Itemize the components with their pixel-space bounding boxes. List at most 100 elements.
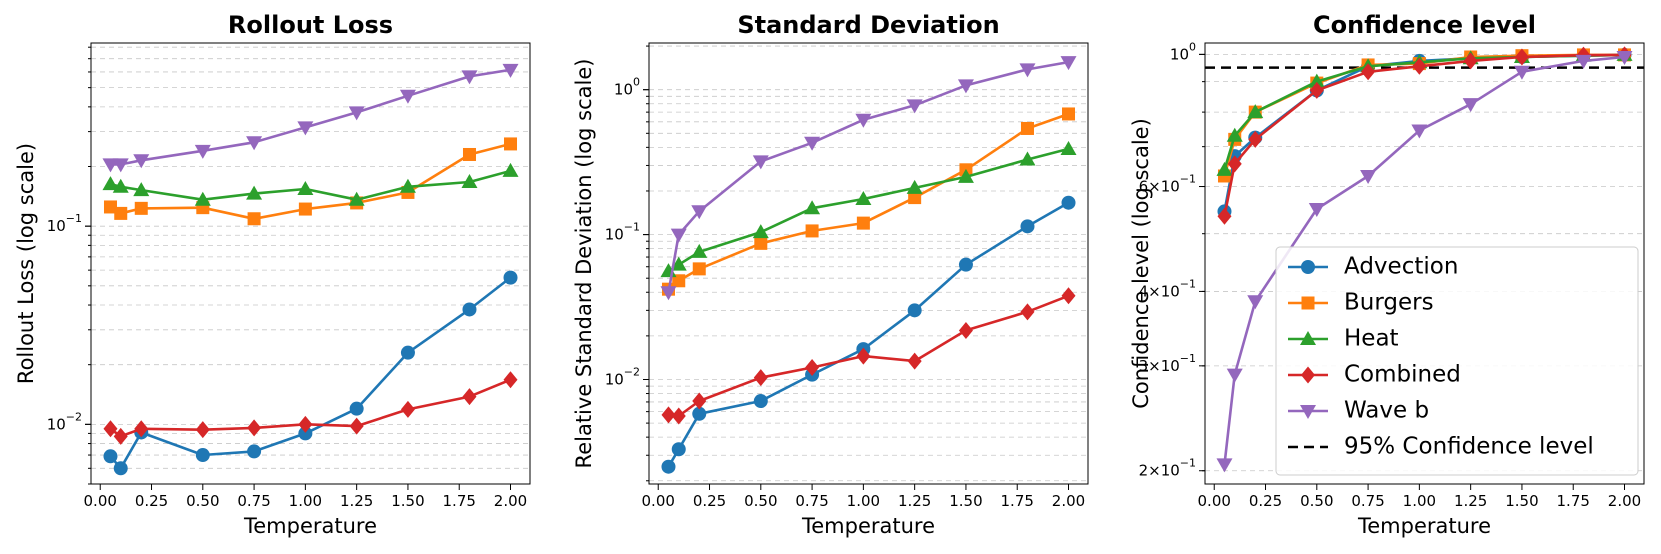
y-tick-label-base: 10 bbox=[614, 80, 633, 98]
data-point-combined bbox=[134, 420, 149, 438]
data-point-advection bbox=[349, 401, 364, 416]
data-point-advection bbox=[753, 394, 768, 409]
legend: Advection Burgers Heat Combined Wave b 95% Co… bbox=[1275, 246, 1639, 476]
data-point-wave-b bbox=[957, 79, 974, 94]
y-tick-label-exponent: −1 bbox=[624, 221, 640, 234]
data-point-wave-b bbox=[660, 286, 677, 301]
series-line-burgers bbox=[667, 112, 1069, 291]
y-tick-label-exponent: −1 bbox=[1180, 173, 1196, 186]
data-point-burgers bbox=[754, 236, 768, 250]
x-tick-label: 1.50 bbox=[391, 492, 424, 510]
data-point-advection bbox=[103, 449, 118, 464]
data-point-heat bbox=[246, 185, 263, 200]
data-point-wave-b bbox=[1247, 295, 1264, 310]
x-tick-label: 1.75 bbox=[1001, 492, 1034, 510]
gridlines bbox=[85, 46, 530, 485]
y-tick-label: 4×10−1 bbox=[1139, 277, 1196, 300]
data-point-heat bbox=[906, 179, 923, 194]
plot-frame bbox=[90, 42, 531, 485]
data-point-wave-b bbox=[399, 89, 416, 104]
legend-item-burgers: Burgers bbox=[1288, 290, 1434, 316]
plot-frame bbox=[1204, 42, 1645, 485]
data-point-wave-b bbox=[855, 113, 872, 128]
series-advection bbox=[1217, 47, 1632, 219]
data-point-combined bbox=[1463, 52, 1478, 70]
data-point-combined bbox=[692, 392, 707, 410]
x-tick-label: 0.50 bbox=[186, 492, 219, 510]
x-axis-label: Temperature bbox=[1357, 514, 1491, 538]
series-advection bbox=[103, 270, 518, 476]
legend-label: 95% Confidence level bbox=[1344, 434, 1594, 460]
data-point-heat bbox=[297, 181, 314, 196]
legend-swatch-marker bbox=[1301, 296, 1315, 310]
data-point-heat bbox=[112, 178, 129, 193]
data-point-burgers bbox=[114, 206, 128, 220]
x-tick-label: 1.50 bbox=[949, 492, 982, 510]
data-point-advection bbox=[671, 442, 686, 457]
y-tick-label-exponent: −2 bbox=[624, 365, 640, 378]
x-tick-label: 1.25 bbox=[340, 492, 373, 510]
data-point-advection bbox=[1020, 219, 1035, 234]
x-tick-label: 0.00 bbox=[1198, 492, 1231, 510]
x-tick-label: 0.00 bbox=[642, 492, 675, 510]
x-tick-label: 0.75 bbox=[237, 492, 270, 510]
legend-swatch-marker bbox=[1301, 260, 1315, 274]
data-point-heat bbox=[670, 256, 687, 271]
data-point-wave-b bbox=[102, 158, 119, 173]
data-point-heat bbox=[502, 162, 519, 177]
series-line-combined bbox=[1223, 53, 1625, 217]
data-point-heat bbox=[102, 176, 119, 191]
data-point-advection bbox=[503, 270, 518, 285]
x-tick-label: 2.00 bbox=[1052, 492, 1085, 510]
legend-swatch-marker bbox=[1301, 366, 1315, 384]
x-tick-label: 2.00 bbox=[1608, 492, 1641, 510]
data-point-wave-b bbox=[133, 154, 150, 169]
series-heat bbox=[102, 162, 519, 206]
data-point-burgers bbox=[805, 224, 819, 238]
chart-title: Standard Deviation bbox=[737, 11, 999, 39]
y-tick-label-base: 6×10 bbox=[1139, 177, 1180, 195]
chart-title: Rollout Loss bbox=[228, 11, 393, 39]
data-point-burgers bbox=[134, 201, 148, 215]
data-point-advection bbox=[247, 444, 262, 459]
data-point-heat bbox=[348, 191, 365, 206]
x-tick-label: 1.00 bbox=[1403, 492, 1436, 510]
data-point-heat bbox=[1226, 127, 1243, 142]
series-line-combined bbox=[668, 294, 1069, 418]
legend-swatch-marker bbox=[1300, 405, 1316, 419]
legend-swatch-marker bbox=[1300, 331, 1316, 345]
plot-frame bbox=[648, 42, 1089, 485]
series-line-wave-b bbox=[1223, 55, 1625, 465]
data-point-advection bbox=[462, 302, 477, 317]
y-axis-label: Relative Standard Deviation (log scale) bbox=[572, 59, 596, 469]
data-point-wave-b bbox=[1513, 65, 1530, 80]
data-point-wave-b bbox=[502, 63, 519, 78]
y-tick-label-exponent: −1 bbox=[1180, 277, 1196, 290]
x-tick-label: 0.25 bbox=[1249, 492, 1282, 510]
data-point-wave-b bbox=[691, 205, 708, 220]
data-point-burgers bbox=[1062, 107, 1076, 121]
y-tick-label: 100 bbox=[1170, 40, 1196, 63]
data-point-combined bbox=[1248, 130, 1263, 148]
data-point-combined bbox=[661, 406, 676, 424]
x-axis-label: Temperature bbox=[801, 514, 935, 538]
y-tick-label-base: 10 bbox=[605, 370, 624, 388]
data-point-heat bbox=[1060, 140, 1077, 155]
legend-label: Combined bbox=[1344, 362, 1461, 388]
panel-confidence-level: 0.00 0.25 0.50 0.75 1.00 1.25 1.50 1.75 2.00 2×10… bbox=[1129, 11, 1645, 538]
series-line-advection bbox=[1223, 53, 1625, 212]
data-point-combined bbox=[195, 421, 210, 439]
data-point-combined bbox=[503, 371, 518, 389]
data-point-combined bbox=[671, 407, 686, 425]
y-axis-label: Rollout Loss (log scale) bbox=[14, 143, 38, 384]
data-point-advection bbox=[907, 303, 922, 318]
data-point-combined bbox=[907, 352, 922, 370]
series-line-heat bbox=[110, 169, 511, 201]
data-point-heat bbox=[1019, 151, 1036, 166]
y-tick-label-exponent: 0 bbox=[633, 76, 640, 89]
data-point-heat bbox=[752, 224, 769, 239]
panel-rollout-loss: 0.00 0.25 0.50 0.75 1.00 1.25 1.50 1.75 2.0010−2… bbox=[14, 11, 531, 538]
series-heat bbox=[660, 140, 1077, 278]
data-point-combined bbox=[856, 347, 871, 365]
y-tick-label: 10−2 bbox=[47, 410, 82, 433]
